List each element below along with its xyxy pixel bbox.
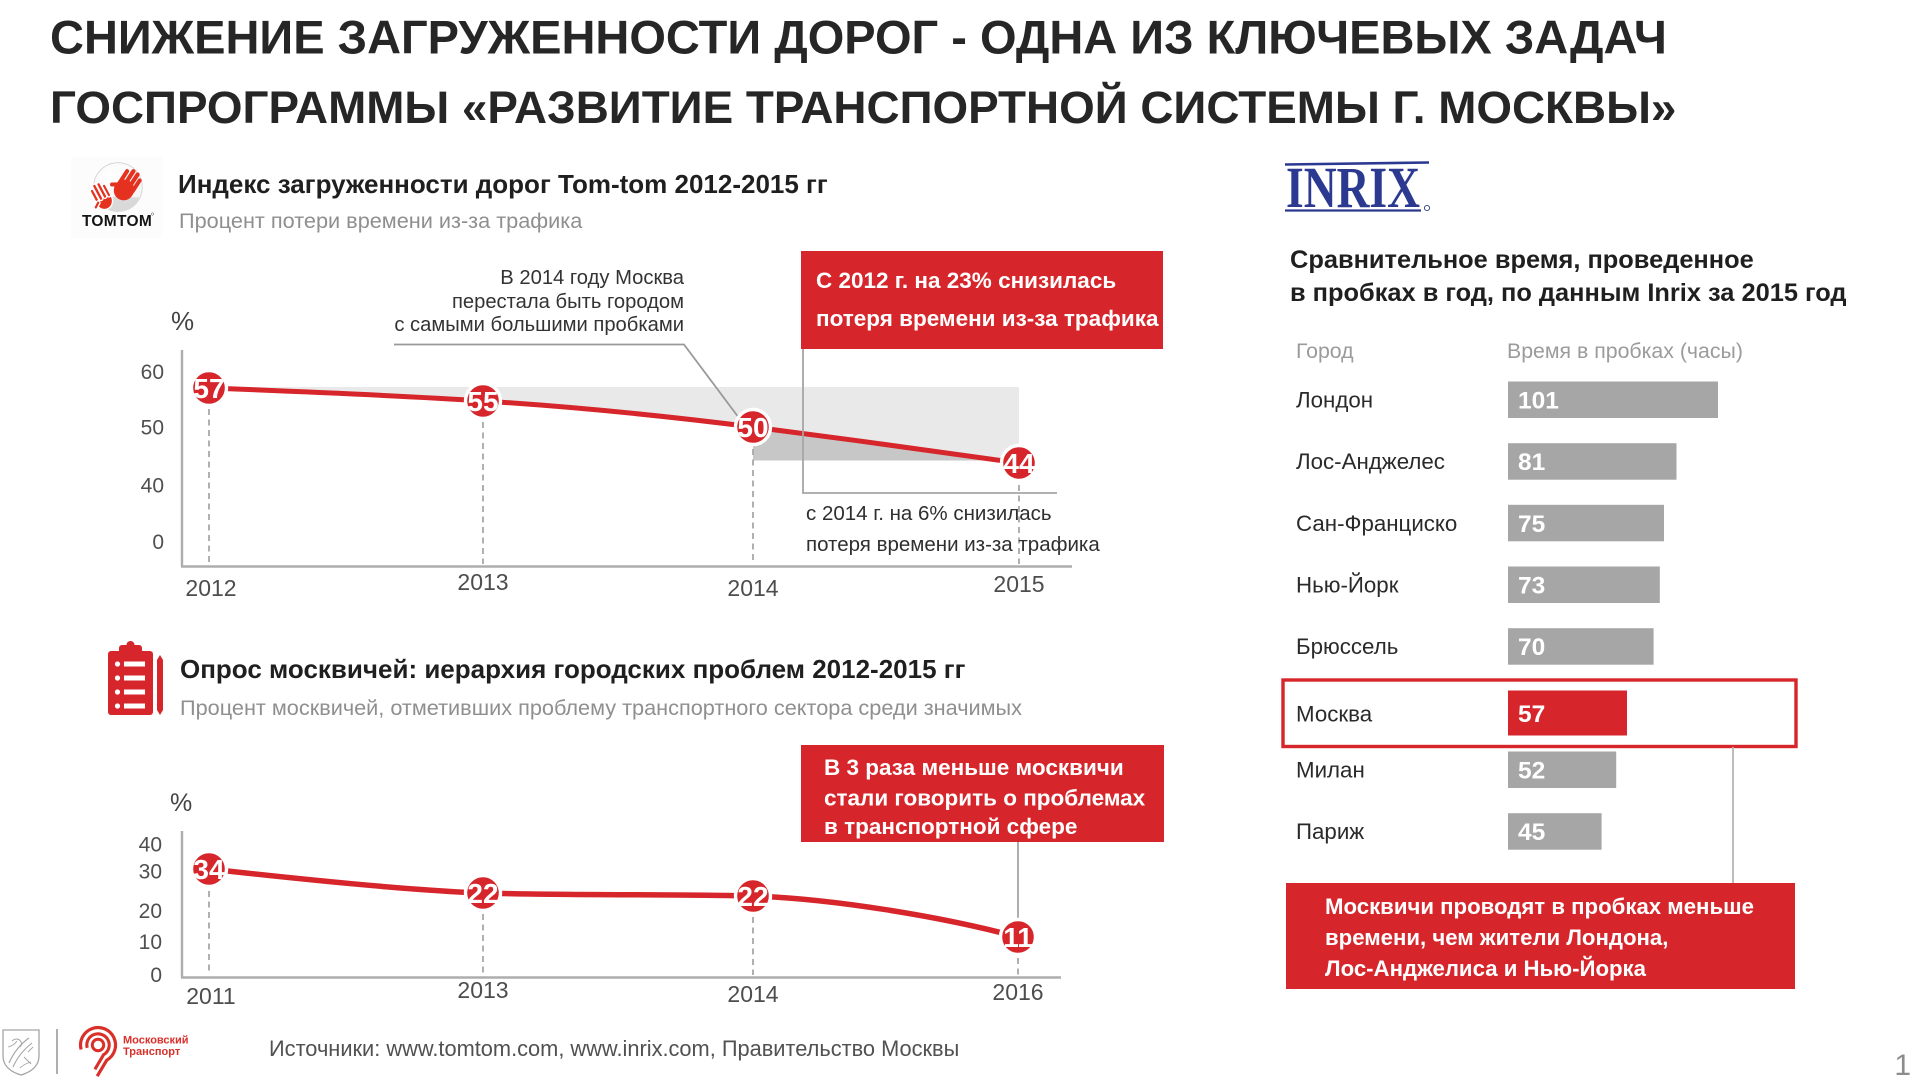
svg-text:44: 44 (1003, 448, 1035, 479)
svg-text:Время в пробках (часы): Время в пробках (часы) (1507, 339, 1743, 363)
svg-text:Москвичи проводят в пробках ме: Москвичи проводят в пробках меньше (1325, 894, 1754, 919)
svg-text:52: 52 (1518, 758, 1545, 785)
svg-text:22: 22 (737, 881, 768, 912)
svg-text:50: 50 (737, 412, 768, 443)
svg-text:Транспорт: Транспорт (123, 1046, 181, 1058)
svg-text:Источники: www.tomtom.com, www: Источники: www.tomtom.com, www.inrix.com… (269, 1036, 959, 1061)
svg-text:Нью-Йорк: Нью-Йорк (1296, 573, 1399, 598)
svg-text:Милан: Милан (1296, 758, 1365, 783)
svg-text:20: 20 (139, 900, 162, 923)
svg-text:стали говорить о проблемах: стали говорить о проблемах (824, 786, 1146, 811)
svg-text:34: 34 (193, 854, 225, 885)
svg-text:2015: 2015 (993, 571, 1044, 597)
svg-text:45: 45 (1518, 819, 1545, 846)
svg-text:В 3 раза меньше москвичи: В 3 раза меньше москвичи (824, 755, 1124, 780)
svg-text:81: 81 (1518, 449, 1545, 476)
svg-text:10: 10 (139, 931, 162, 954)
svg-text:СНИЖЕНИЕ ЗАГРУЖЕННОСТИ ДОРОГ -: СНИЖЕНИЕ ЗАГРУЖЕННОСТИ ДОРОГ - ОДНА ИЗ К… (50, 11, 1667, 64)
svg-text:11: 11 (1003, 922, 1033, 953)
svg-text:перестала быть городом: перестала быть городом (452, 291, 684, 313)
svg-text:с 2014 г. на 6% снизилась: с 2014 г. на 6% снизилась (806, 502, 1052, 525)
svg-text:с самыми большими пробками: с самыми большими пробками (394, 314, 684, 336)
svg-text:С 2012 г. на 23% снизилась: С 2012 г. на 23% снизилась (816, 268, 1116, 293)
svg-text:73: 73 (1518, 573, 1545, 600)
svg-text:потеря времени из-за трафика: потеря времени из-за трафика (816, 306, 1159, 331)
svg-text:Лос-Анджелес: Лос-Анджелес (1296, 449, 1445, 474)
svg-text:Процент потери времени из-за т: Процент потери времени из-за трафика (179, 208, 583, 233)
svg-text:0: 0 (152, 531, 164, 554)
svg-text:70: 70 (1518, 634, 1545, 661)
svg-text:2011: 2011 (186, 983, 235, 1009)
svg-text:75: 75 (1518, 511, 1545, 538)
svg-text:2016: 2016 (992, 979, 1043, 1005)
svg-text:40: 40 (141, 475, 164, 498)
svg-text:TOMTOM: TOMTOM (82, 213, 152, 230)
svg-text:2013: 2013 (457, 569, 508, 595)
svg-text:времени, чем жители Лондона,: времени, чем жители Лондона, (1325, 925, 1668, 950)
svg-text:55: 55 (467, 386, 498, 417)
svg-text:57: 57 (1518, 701, 1545, 728)
svg-text:2012: 2012 (185, 575, 236, 601)
svg-text:Город: Город (1296, 339, 1354, 363)
svg-text:ГОСПРОГРАММЫ «РАЗВИТИЕ ТРАНСПО: ГОСПРОГРАММЫ «РАЗВИТИЕ ТРАНСПОРТНОЙ СИСТ… (50, 81, 1676, 133)
svg-text:2014: 2014 (727, 575, 778, 601)
svg-text:30: 30 (139, 861, 162, 884)
svg-text:2014: 2014 (727, 981, 778, 1007)
svg-text:2013: 2013 (457, 977, 508, 1003)
svg-text:50: 50 (141, 417, 164, 440)
svg-text:Москва: Москва (1296, 702, 1373, 727)
svg-text:Процент москвичей, отметивших: Процент москвичей, отметивших проблему т… (180, 695, 1022, 720)
svg-text:Сравнительное время, проведенн: Сравнительное время, проведенное (1290, 246, 1754, 274)
svg-text:Лос-Анджелиса и Нью-Йорка: Лос-Анджелиса и Нью-Йорка (1325, 956, 1647, 981)
svg-text:в транспортной сфере: в транспортной сфере (824, 814, 1077, 839)
svg-text:потеря времени из-за трафика: потеря времени из-за трафика (806, 533, 1100, 556)
svg-text:INRIX: INRIX (1286, 155, 1420, 220)
svg-text:Париж: Париж (1296, 819, 1364, 844)
svg-text:57: 57 (193, 373, 224, 404)
svg-text:60: 60 (141, 361, 164, 384)
svg-text:В 2014 году Москва: В 2014 году Москва (500, 267, 684, 289)
svg-text:%: % (171, 306, 194, 336)
svg-text:в пробках в год, по данным Inr: в пробках в год, по данным Inrix за 2015… (1290, 279, 1847, 307)
svg-text:0: 0 (150, 964, 162, 987)
svg-text:1: 1 (1894, 1049, 1911, 1082)
svg-text:Московский: Московский (123, 1035, 189, 1047)
svg-text:Сан-Франциско: Сан-Франциско (1296, 511, 1457, 536)
svg-text:22: 22 (467, 878, 498, 909)
svg-text:%: % (170, 789, 192, 817)
svg-text:Лондон: Лондон (1296, 388, 1373, 413)
svg-text:101: 101 (1518, 387, 1559, 414)
svg-text:Опрос москвичей: иерархия горо: Опрос москвичей: иерархия городских проб… (180, 654, 966, 684)
svg-text:40: 40 (139, 834, 162, 857)
svg-text:Брюссель: Брюссель (1296, 634, 1398, 659)
svg-text:Индекс загруженности дорог Tom: Индекс загруженности дорог Tom-tom 2012-… (178, 169, 828, 199)
